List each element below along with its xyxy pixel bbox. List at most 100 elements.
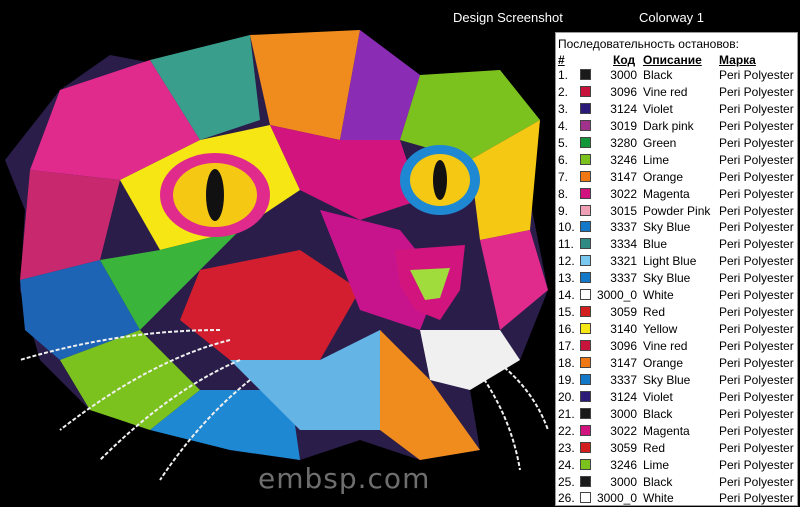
stop-number: 21. [558,406,575,421]
list-item[interactable]: 6. 3246 Lime Peri Polyester [556,152,797,169]
thread-description: Black [643,474,673,489]
thread-code: 3022 [610,423,637,438]
stop-number: 19. [558,372,575,387]
color-swatch [580,356,591,368]
thread-code: 3334 [610,237,637,252]
list-item[interactable]: 2. 3096 Vine red Peri Polyester [556,84,797,101]
color-swatch [580,306,591,318]
column-header-code: Код [613,53,636,67]
thread-code: 3321 [610,254,637,269]
thread-description: Vine red [643,339,688,353]
list-item[interactable]: 8. 3022 Magenta Peri Polyester [556,186,797,203]
thread-code: 3124 [610,389,637,404]
thread-brand: Peri Polyester [719,355,794,370]
stop-number: 17. [558,339,575,353]
thread-code: 3147 [610,169,637,184]
thread-brand: Peri Polyester [719,474,794,489]
color-swatch [580,475,591,487]
color-swatch [580,424,591,436]
column-header-number: # [558,53,565,67]
thread-description: Sky Blue [643,220,691,235]
color-swatch [580,153,591,165]
thread-brand: Peri Polyester [719,389,794,404]
thread-code: 3000_0 [596,288,637,303]
color-swatch [580,187,591,199]
list-item[interactable]: 20. 3124 Violet Peri Polyester [556,389,797,406]
thread-code: 3000 [610,406,637,421]
thread-code: 3096 [610,84,637,99]
color-swatch [580,272,591,284]
list-item[interactable]: 10. 3337 Sky Blue Peri Polyester [556,219,797,236]
color-swatch [580,221,591,233]
stop-number: 23. [558,440,575,455]
list-item[interactable]: 13. 3337 Sky Blue Peri Polyester [556,270,797,287]
embroidery-design-image [0,30,555,506]
list-item[interactable]: 23. 3059 Red Peri Polyester [556,440,797,457]
stop-number: 6. [558,152,569,167]
list-item[interactable]: 11. 3334 Blue Peri Polyester [556,236,797,253]
thread-description: Magenta [643,186,690,201]
list-item[interactable]: 12. 3321 Light Blue Peri Polyester [556,253,797,270]
thread-description: Black [643,68,673,82]
thread-code: 3096 [610,339,637,353]
color-swatch [580,390,591,402]
thread-code: 3147 [610,355,637,370]
stop-number: 25. [558,474,575,489]
thread-brand: Peri Polyester [719,152,794,167]
thread-brand: Peri Polyester [719,457,794,472]
list-item[interactable]: 22. 3022 Magenta Peri Polyester [556,423,797,440]
list-item[interactable]: 15. 3059 Red Peri Polyester [556,304,797,321]
list-item[interactable]: 24. 3246 Lime Peri Polyester [556,457,797,474]
thread-description: Magenta [643,423,690,438]
thread-brand: Peri Polyester [719,372,794,387]
stop-number: 2. [558,84,569,99]
list-item[interactable]: 3. 3124 Violet Peri Polyester [556,101,797,118]
thread-brand: Peri Polyester [719,322,794,337]
thread-code: 3059 [610,305,637,320]
color-swatch [580,492,591,504]
thread-brand: Peri Polyester [719,101,794,116]
list-item[interactable]: 1. 3000 Black Peri Polyester [556,67,797,84]
stop-number: 3. [558,101,569,116]
stop-number: 22. [558,423,575,438]
list-item[interactable]: 5. 3280 Green Peri Polyester [556,135,797,152]
color-swatch [580,255,591,267]
thread-description: Red [643,305,666,320]
color-swatch [580,119,591,131]
color-swatch [580,170,591,182]
thread-description: Blue [643,237,668,252]
list-item[interactable]: 19. 3337 Sky Blue Peri Polyester [556,372,797,389]
color-swatch [580,373,591,385]
thread-code: 3059 [610,440,637,455]
stop-number: 24. [558,457,575,472]
color-swatch [580,458,591,470]
list-item[interactable]: 25. 3000 Black Peri Polyester [556,474,797,491]
color-swatch [580,238,591,250]
color-swatch [580,441,591,453]
list-item[interactable]: 14. 3000_0 White Peri Polyester [556,287,797,304]
list-item[interactable]: 17. 3096 Vine red Peri Polyester [556,338,797,355]
stop-number: 13. [558,271,575,286]
list-item[interactable]: 7. 3147 Orange Peri Polyester [556,169,797,186]
list-item[interactable]: 21. 3000 Black Peri Polyester [556,406,797,423]
thread-brand: Peri Polyester [719,237,794,252]
color-swatch [580,289,591,301]
stop-number: 11. [558,237,574,252]
list-item[interactable]: 9. 3015 Powder Pink Peri Polyester [556,203,797,220]
list-item[interactable]: 4. 3019 Dark pink Peri Polyester [556,118,797,135]
thread-description: Violet [643,101,673,116]
thread-brand: Peri Polyester [719,169,794,184]
list-item[interactable]: 26. 3000_0 White Peri Polyester [556,490,797,507]
list-item[interactable]: 18. 3147 Orange Peri Polyester [556,355,797,372]
thread-brand: Peri Polyester [719,84,794,99]
thread-code: 3000 [610,68,637,82]
thread-description: Violet [643,389,673,404]
thread-code: 3000 [610,474,637,489]
color-swatch [580,69,591,80]
stop-number: 7. [558,169,569,184]
thread-brand: Peri Polyester [719,186,794,201]
thread-description: Sky Blue [643,271,691,286]
stop-number: 16. [558,322,575,337]
thread-description: Dark pink [643,118,694,133]
list-item[interactable]: 16. 3140 Yellow Peri Polyester [556,321,797,338]
